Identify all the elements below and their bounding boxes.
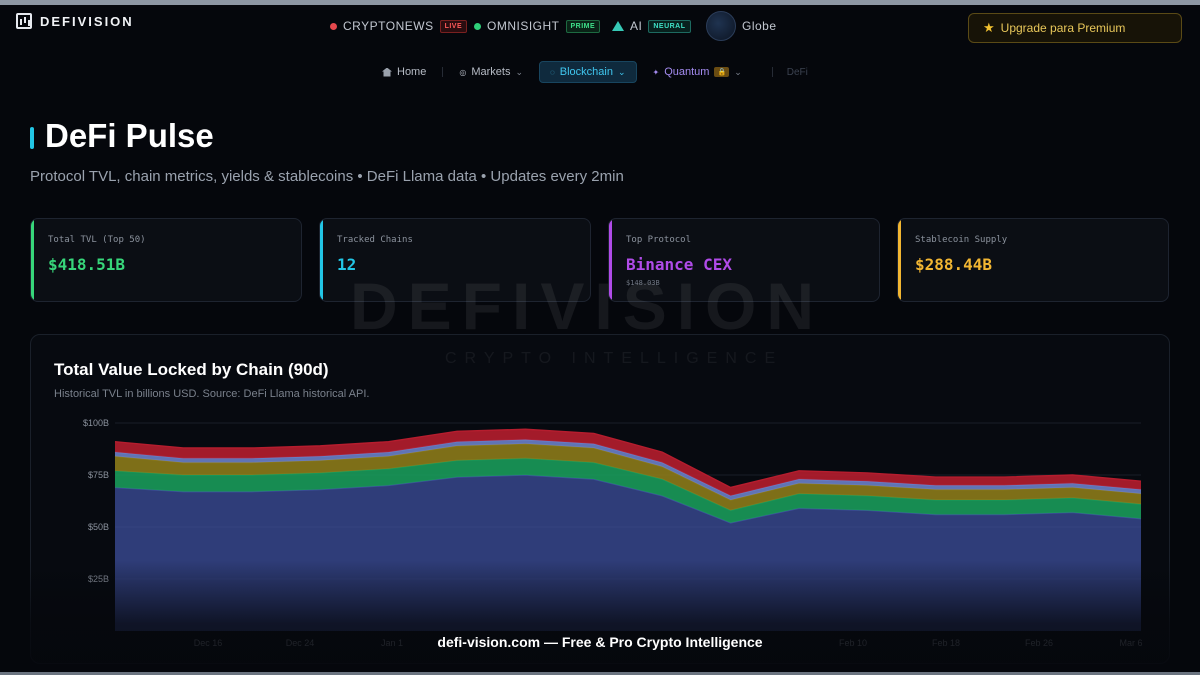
globe-link[interactable]: Globe [706,11,777,41]
card-subvalue: $148.03B [626,279,660,287]
nav-markets-label: Markets [471,66,511,78]
chevron-down-icon: ⌄ [734,66,742,77]
ai-link[interactable]: AI NEURAL [612,19,691,33]
omnisight-link[interactable]: OMNISIGHT PRIME [474,19,601,33]
lock-icon: 🔒 [714,67,730,77]
card-label: Tracked Chains [337,235,413,245]
card-value: $418.51B [48,255,126,274]
card-label: Total TVL (Top 50) [48,235,146,245]
stat-card-total-tvl: Total TVL (Top 50) $418.51B [30,218,302,302]
chart-icon [16,13,32,29]
globe-icon [706,11,736,41]
nav-home[interactable]: Home [372,62,436,82]
upgrade-button[interactable]: ★ Upgrade para Premium [968,13,1182,43]
series-area-1 [115,458,1141,523]
card-accent [898,219,901,301]
globe-label: Globe [742,19,777,33]
brand-name: DEFIVISION [40,13,134,29]
frame-top [0,0,1200,5]
page-title: DeFi Pulse [45,117,214,154]
neural-badge: NEURAL [648,19,691,33]
chart-subtitle: Historical TVL in billions USD. Source: … [54,388,370,400]
live-badge: LIVE [439,19,468,33]
upgrade-label: Upgrade para Premium [1000,21,1126,35]
live-dot-icon [330,22,337,30]
card-accent [609,219,612,301]
stat-card-tracked-chains: Tracked Chains 12 [319,218,591,302]
star-icon: ★ [983,20,995,35]
stat-card-stablecoin-supply: Stablecoin Supply $288.44B [897,218,1169,302]
main-nav: Home ◎ Markets ⌄ ◌ Blockchain ⌄ ✦ Quantu… [372,60,808,84]
prime-badge: PRIME [565,19,601,33]
y-tick-label: $100B [83,418,109,428]
status-dot-icon [474,22,481,30]
series-area-4 [115,429,1141,496]
nav-divider [442,67,444,77]
ai-icon [612,21,624,31]
nav-home-label: Home [397,66,427,78]
bottom-fade-overlay [0,560,1200,675]
top-bar: DEFIVISION CRYPTONEWS LIVE OMNISIGHT PRI… [0,5,1200,51]
chevron-down-icon: ⌄ [515,66,523,77]
nav-defi[interactable]: DeFi [786,66,808,78]
card-value: Binance CEX [626,255,732,274]
frame-bottom [0,672,1200,675]
title-accent [30,127,34,149]
omnisight-label: OMNISIGHT [487,19,560,33]
chevron-down-icon: ⌄ [617,66,626,77]
chart-title: Total Value Locked by Chain (90d) [54,360,329,379]
nav-quantum-label: Quantum [664,66,710,78]
watermark-tagline: CRYPTO INTELLIGENCE [445,350,784,367]
quantum-icon: ✦ [652,67,660,77]
nav-markets[interactable]: ◎ Markets ⌄ [449,62,533,82]
home-icon [382,67,392,77]
card-accent [320,219,323,301]
card-label: Top Protocol [626,235,692,245]
footer-caption: defi-vision.com — Free & Pro Crypto Inte… [437,634,763,650]
series-area-3 [115,439,1141,500]
y-tick-label: $75B [88,470,109,480]
markets-icon: ◎ [459,67,467,77]
series-line-4 [114,428,1142,489]
y-tick-label: $50B [88,522,109,532]
nav-quantum[interactable]: ✦ Quantum 🔒 ⌄ [643,62,752,82]
nav-divider [771,67,773,77]
nav-blockchain-label: Blockchain [559,66,613,78]
series-area-2 [115,443,1141,511]
cryptonews-label: CRYPTONEWS [343,19,434,33]
card-value: $288.44B [915,255,993,274]
nav-blockchain[interactable]: ◌ Blockchain ⌄ [539,61,637,83]
page-subtitle: Protocol TVL, chain metrics, yields & st… [30,168,624,185]
stat-card-top-protocol: Top Protocol Binance CEX $148.03B [608,218,880,302]
card-value: 12 [337,255,357,274]
cryptonews-link[interactable]: CRYPTONEWS LIVE [330,19,468,33]
brand-logo[interactable]: DEFIVISION [16,13,134,29]
blockchain-icon: ◌ [550,67,555,77]
card-label: Stablecoin Supply [915,235,1008,245]
card-accent [31,219,34,301]
ai-label: AI [630,19,643,33]
watermark-logo: DEFIVISION [350,269,825,343]
